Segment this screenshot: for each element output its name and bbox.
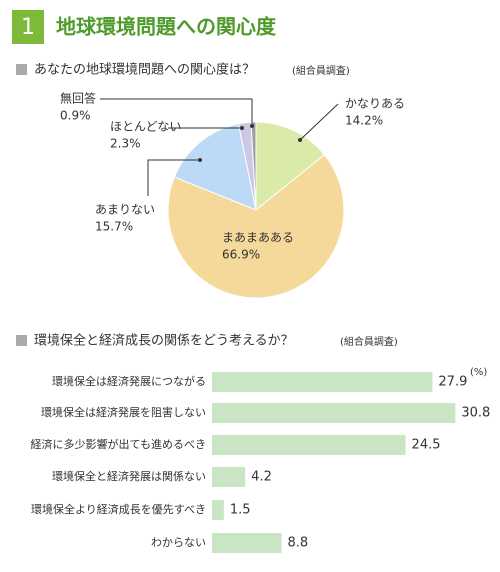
bar-value: 4.2 xyxy=(251,470,272,485)
unit-label: (%) xyxy=(470,367,487,378)
bar xyxy=(212,467,246,487)
bar-category: 環境保全と経済発展は関係ない xyxy=(52,469,206,483)
slice-label: まあまあある xyxy=(222,231,294,245)
badge xyxy=(12,10,44,44)
section-marker xyxy=(16,335,27,346)
bar xyxy=(212,403,456,423)
slice-value: 2.3% xyxy=(110,137,141,151)
pie-slice xyxy=(167,154,345,299)
slice-value: 0.9% xyxy=(60,109,91,123)
section-note: (組合員調査) xyxy=(292,64,350,77)
leader-dot xyxy=(250,124,254,128)
bar-category: 経済に多少影響が出ても進めるべき xyxy=(31,437,206,451)
section-marker xyxy=(16,64,27,75)
page-title: 地球環境問題への関心度 xyxy=(56,15,277,39)
section-title: あなたの地球環境問題への関心度は？ xyxy=(34,62,255,78)
leader-line xyxy=(299,103,339,141)
pie-slice xyxy=(255,121,326,212)
bar-value: 8.8 xyxy=(288,536,309,551)
badge-number: 1 xyxy=(21,15,35,40)
bar-value: 24.5 xyxy=(412,438,441,453)
bar xyxy=(212,372,433,392)
slice-value: 14.2% xyxy=(345,114,383,128)
section-title: 環境保全と経済成長の関係をどう考えるか？ xyxy=(34,333,294,349)
bar-category: わからない xyxy=(151,536,206,549)
slice-label: ほとんどない xyxy=(110,120,181,134)
bar xyxy=(212,435,406,455)
bar-value: 30.8 xyxy=(461,406,490,421)
bar-value: 1.5 xyxy=(230,503,251,518)
pie-slice xyxy=(173,123,257,211)
leader-dot xyxy=(240,126,244,130)
section-note: (組合員調査) xyxy=(340,335,398,348)
leader-line xyxy=(147,159,200,196)
slice-label: かなりある xyxy=(345,97,405,111)
bar-value: 27.9 xyxy=(438,375,467,390)
slice-label: 無回答 xyxy=(60,91,96,106)
bar xyxy=(212,500,224,520)
bar-category: 環境保全より経済成長を優先すべき xyxy=(31,502,206,516)
bar-category: 環境保全は経済発展を阻害しない xyxy=(41,405,206,419)
leader-dot xyxy=(198,158,202,162)
bar-category: 環境保全は経済発展につながる xyxy=(52,374,206,388)
leader-dot xyxy=(298,138,302,142)
slice-label: あまりない xyxy=(95,203,155,217)
pie-slice xyxy=(250,121,257,211)
leader-line xyxy=(100,98,253,126)
slice-value: 66.9% xyxy=(222,248,260,262)
slice-value: 15.7% xyxy=(95,220,133,234)
bar xyxy=(212,533,282,553)
